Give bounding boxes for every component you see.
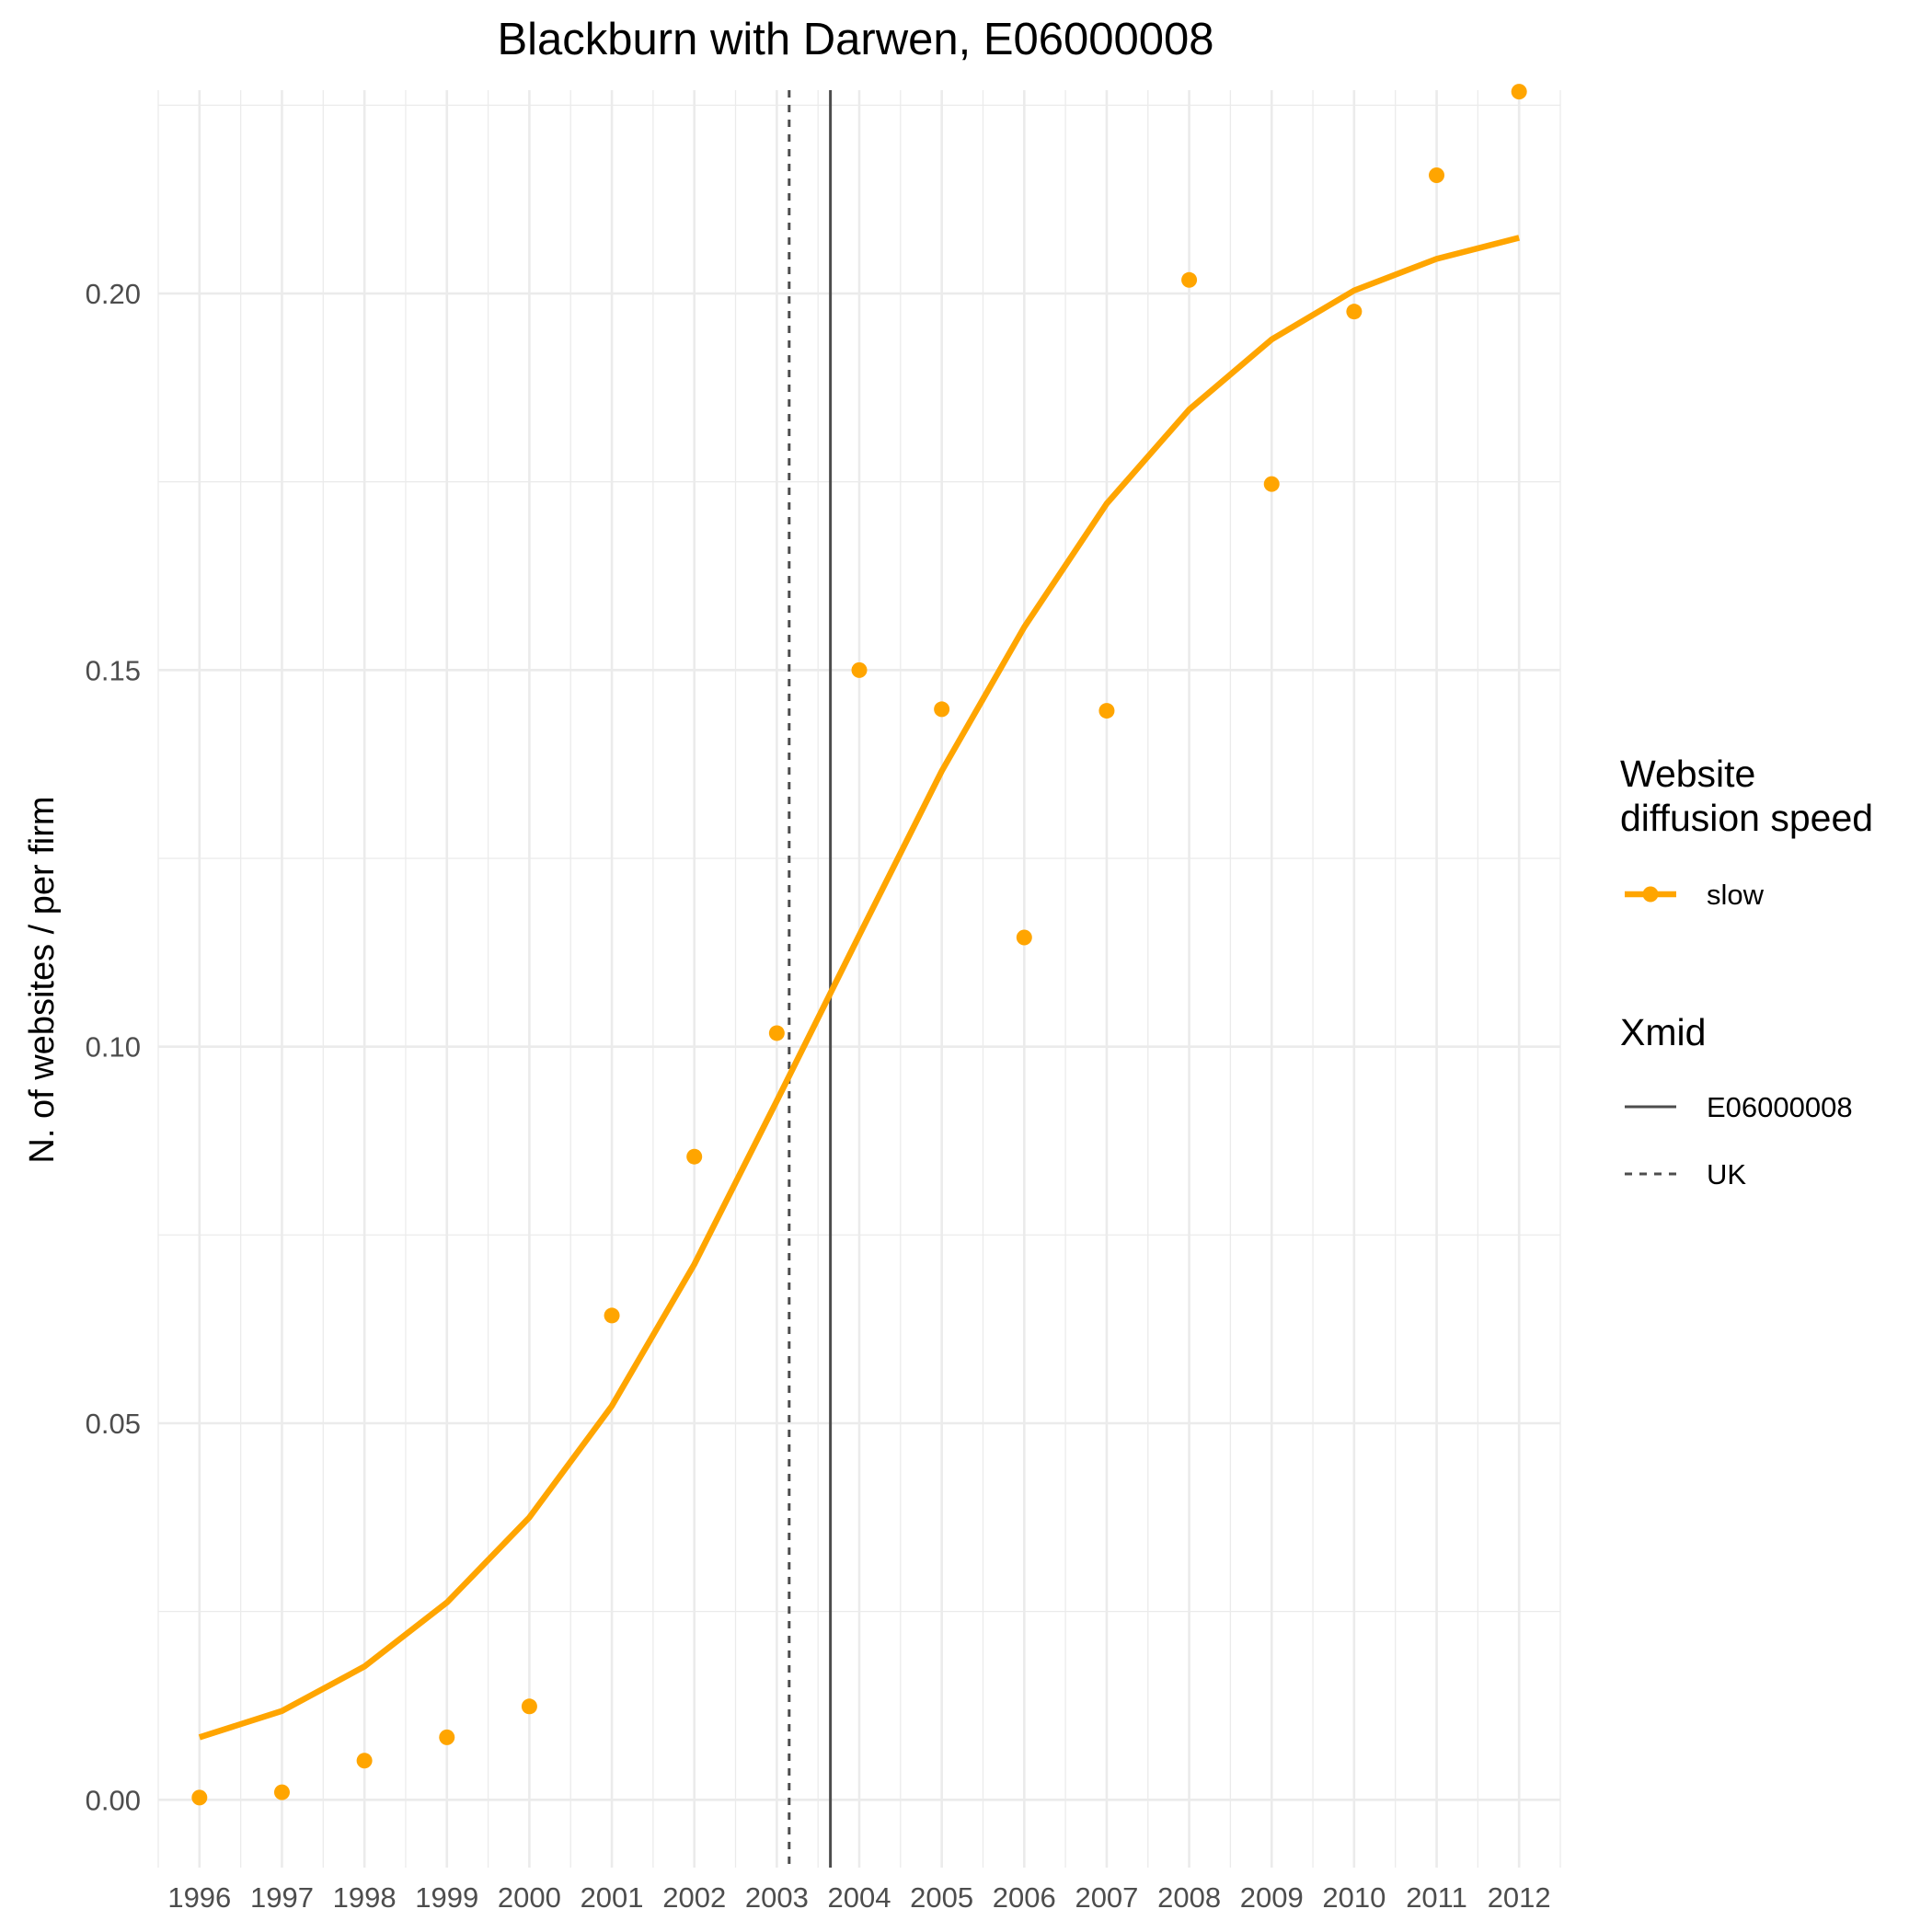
x-axis-ticks: 1996 1997 1998 1999 2000 2001 2002 2003 2004 2005…	[167, 1881, 1550, 1914]
data-point	[1346, 304, 1363, 320]
legend-title-speed-line2: diffusion speed	[1620, 797, 1873, 839]
y-axis-ticks: 0.00 0.05 0.10 0.15 0.20	[86, 278, 141, 1816]
x-tick-label: 2003	[745, 1881, 809, 1914]
y-axis-label: N. of websites / per firm	[23, 796, 62, 1163]
data-point	[934, 701, 950, 718]
x-tick-label: 1996	[167, 1881, 231, 1914]
x-tick-label: 2010	[1322, 1881, 1386, 1914]
legend-key-slow-point	[1642, 886, 1659, 903]
y-tick-label: 0.15	[86, 654, 141, 686]
data-point	[191, 1789, 208, 1806]
data-point	[1263, 476, 1280, 492]
data-point	[686, 1148, 703, 1165]
data-point	[356, 1753, 373, 1769]
series-points	[191, 84, 1527, 1806]
x-tick-label: 2000	[498, 1881, 561, 1914]
data-point	[1098, 703, 1115, 719]
x-tick-label: 2007	[1075, 1881, 1138, 1914]
data-point	[273, 1784, 290, 1800]
legend-label-slow: slow	[1707, 879, 1765, 911]
x-tick-label: 1997	[250, 1881, 314, 1914]
x-tick-label: 1999	[415, 1881, 478, 1914]
grid-major	[158, 90, 1560, 1868]
x-tick-label: 2009	[1240, 1881, 1304, 1914]
x-tick-label: 2006	[993, 1881, 1056, 1914]
reference-lines	[788, 90, 833, 1868]
legend-label-e06000008: E06000008	[1707, 1091, 1853, 1123]
data-point	[1181, 271, 1198, 288]
data-point	[768, 1025, 785, 1041]
data-point	[1429, 167, 1445, 184]
y-tick-label: 0.00	[86, 1784, 141, 1816]
x-tick-label: 2012	[1488, 1881, 1551, 1914]
x-tick-label: 2002	[662, 1881, 726, 1914]
y-tick-label: 0.10	[86, 1031, 141, 1064]
grid-minor	[157, 90, 1561, 1868]
data-point	[1511, 84, 1527, 100]
x-tick-label: 1998	[333, 1881, 397, 1914]
legend-title-xmid: Xmid	[1620, 1011, 1706, 1053]
x-tick-label: 2011	[1406, 1881, 1467, 1914]
x-tick-label: 2005	[910, 1881, 973, 1914]
legend-title-speed: Website	[1620, 753, 1755, 795]
chart-title: Blackburn with Darwen, E06000008	[497, 15, 1213, 64]
y-tick-label: 0.05	[86, 1408, 141, 1440]
data-point	[604, 1307, 620, 1324]
data-point	[439, 1729, 455, 1745]
series-line-slow	[198, 235, 1520, 1741]
x-tick-label: 2008	[1157, 1881, 1221, 1914]
data-point	[521, 1698, 537, 1715]
x-tick-label: 2004	[828, 1881, 891, 1914]
legend-label-uk: UK	[1707, 1158, 1746, 1190]
data-point	[851, 661, 868, 678]
series-lines	[198, 235, 1520, 1741]
x-tick-label: 2001	[581, 1881, 644, 1914]
data-point	[1016, 929, 1032, 946]
y-tick-label: 0.20	[86, 278, 141, 310]
